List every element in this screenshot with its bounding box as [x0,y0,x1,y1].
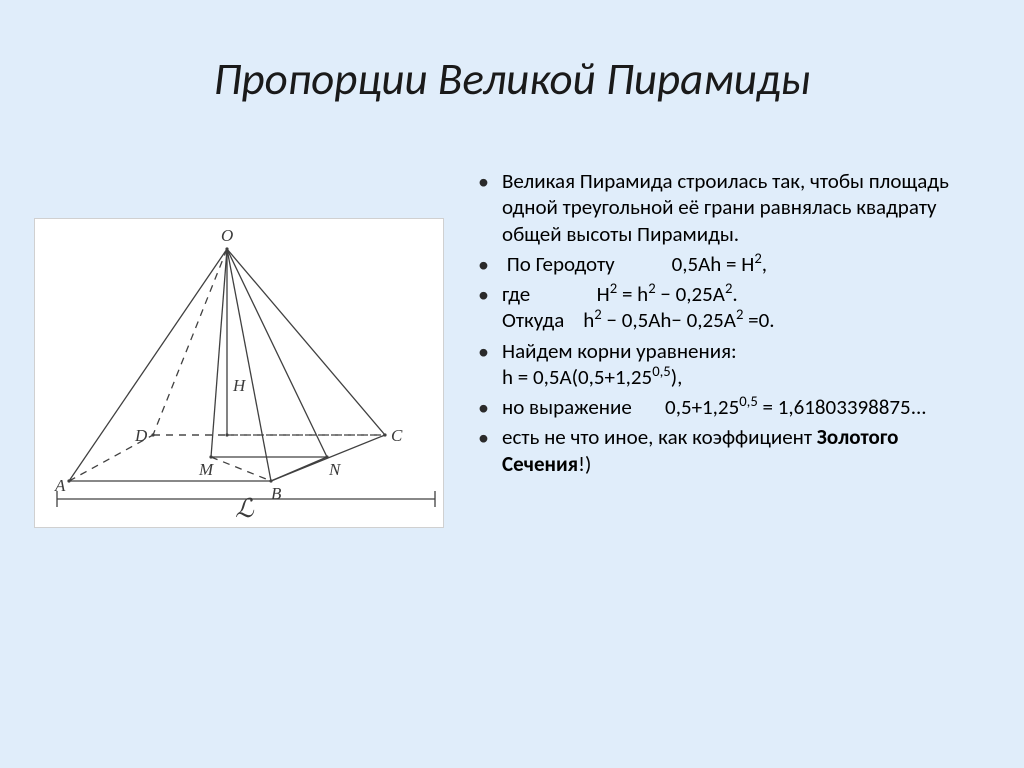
content-area: O A B C D M N H ℒ Великая Пирамида строилась так… [0,168,1024,768]
svg-text:M: M [198,460,214,479]
bullet-item: где H2 = h2 − 0,25A2.Откуда h2 − 0,5Ah− … [478,281,978,334]
svg-text:C: C [391,426,403,445]
pyramid-figure: O A B C D M N H ℒ [34,218,444,528]
bullet-list: Великая Пирамида строилась так, чтобы пл… [478,168,978,477]
svg-text:D: D [134,426,148,445]
svg-text:O: O [221,226,233,245]
bullet-column: Великая Пирамида строилась так, чтобы пл… [468,168,1024,768]
bullet-item: По Геродоту 0,5Ah = H2, [478,251,978,277]
pyramid-diagram-svg: O A B C D M N H ℒ [35,219,444,528]
bullet-item: есть не что иное, как коэффициент Золото… [478,424,978,477]
svg-text:H: H [232,376,247,395]
svg-text:B: B [271,484,282,503]
svg-text:N: N [328,460,342,479]
svg-text:A: A [54,476,66,495]
bullet-item: но выражение 0,5+1,250,5 = 1,61803398875… [478,394,978,420]
slide-title: Пропорции Великой Пирамиды [0,0,1024,107]
slide: Пропорции Великой Пирамиды O A B C D M N H ℒ Вел… [0,0,1024,768]
bullet-item: Великая Пирамида строилась так, чтобы пл… [478,168,978,247]
svg-text:ℒ: ℒ [235,494,255,523]
bullet-item: Найдем корни уравнения:h = 0,5A(0,5+1,25… [478,338,978,391]
figure-column: O A B C D M N H ℒ [0,168,468,768]
